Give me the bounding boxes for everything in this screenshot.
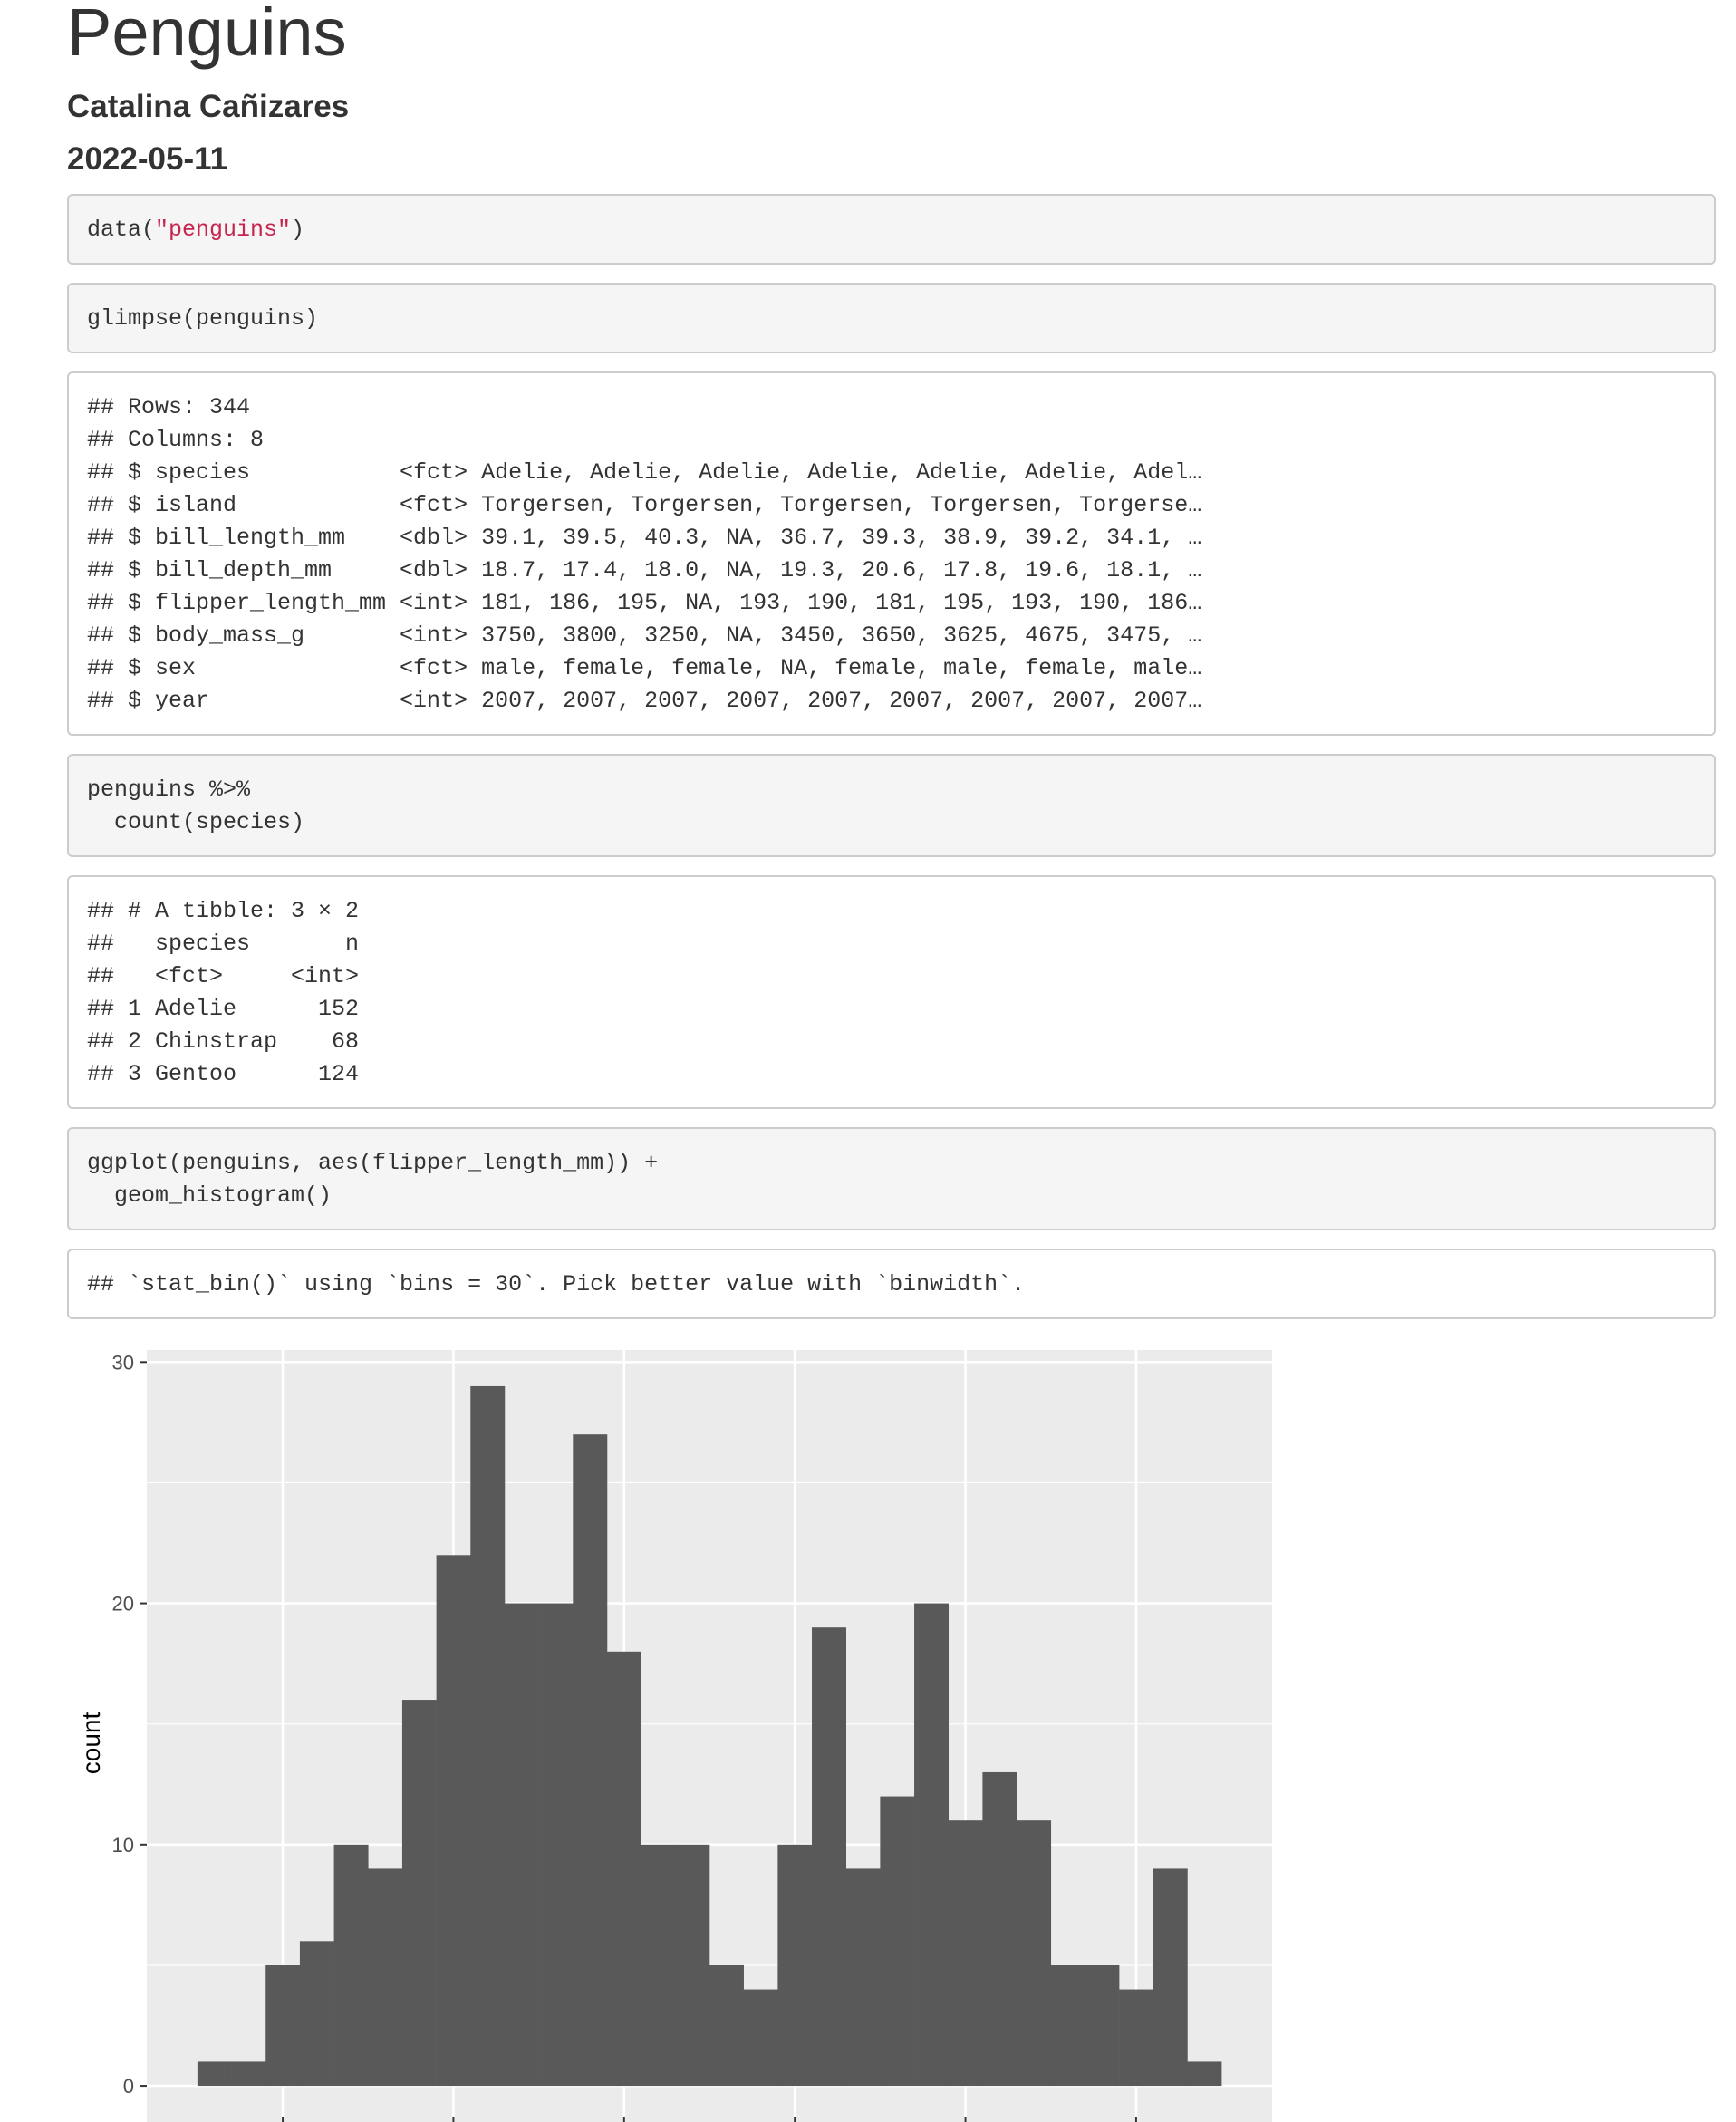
histogram-bar	[845, 1868, 881, 2087]
histogram-bar	[436, 1555, 471, 2087]
histogram-bar	[1085, 1964, 1120, 2087]
histogram-bar	[368, 1868, 403, 2087]
histogram-bar	[606, 1651, 641, 2087]
histogram-bar	[538, 1603, 574, 2087]
histogram-bar	[299, 1941, 334, 2087]
x-axis	[282, 2117, 1137, 2122]
code-chunk-count: penguins %>% count(species)	[67, 754, 1716, 857]
output-line: ## 2 Chinstrap 68	[87, 1028, 360, 1055]
output-line: ## 1 Adelie 152	[87, 996, 360, 1022]
code-line: geom_histogram()	[87, 1182, 333, 1209]
code-line: glimpse(penguins)	[87, 305, 319, 332]
output-line: ## $ bill_depth_mm <dbl> 18.7, 17.4, 18.…	[87, 557, 1202, 584]
output-line: ## 3 Gentoo 124	[87, 1061, 360, 1087]
code-token-func: data(	[87, 217, 156, 243]
histogram-bar	[1187, 2061, 1222, 2087]
histogram-bar	[675, 1844, 710, 2087]
output-line: ## Rows: 344	[87, 394, 251, 420]
output-line: ## $ species <fct> Adelie, Adelie, Adeli…	[87, 459, 1202, 486]
histogram-bar	[1017, 1820, 1052, 2087]
output-line: ## $ flipper_length_mm <int> 181, 186, 1…	[87, 590, 1202, 616]
histogram-bar	[982, 1771, 1017, 2087]
report-date: 2022-05-11	[67, 141, 228, 177]
histogram-bar	[641, 1844, 676, 2087]
output-chunk-count: ## # A tibble: 3 × 2 ## species n ## <fct>…	[67, 875, 1716, 1109]
histogram-bar	[1050, 1964, 1085, 2087]
histogram-bar	[197, 2061, 232, 2087]
y-axis-label: count	[77, 1712, 105, 1775]
code-line: ggplot(penguins, aes(flipper_length_mm))…	[87, 1150, 659, 1176]
histogram-chart: count 0 10 20 30	[77, 1350, 1272, 2122]
histogram-bar	[504, 1603, 539, 2087]
output-line: ## $ year <int> 2007, 2007, 2007, 2007, …	[87, 688, 1202, 714]
code-token-string: "penguins"	[155, 217, 292, 243]
histogram-bar	[1119, 1989, 1154, 2087]
code-chunk-glimpse: glimpse(penguins)	[67, 283, 1716, 353]
histogram-bar	[709, 1964, 744, 2087]
output-line: ## $ island <fct> Torgersen, Torgersen, …	[87, 492, 1202, 518]
y-tick-label: 30	[112, 1351, 134, 1374]
output-line: ## species n	[87, 931, 360, 957]
output-line: ## # A tibble: 3 × 2	[87, 898, 360, 924]
output-chunk-message: ## `stat_bin()` using `bins = 30`. Pick …	[67, 1249, 1716, 1319]
output-chunk-glimpse: ## Rows: 344 ## Columns: 8 ## $ species <f…	[67, 371, 1716, 736]
code-chunk-data: data("penguins")	[67, 194, 1716, 265]
histogram-bar	[573, 1434, 608, 2087]
output-line: ## $ sex <fct> male, female, female, NA,…	[87, 655, 1202, 681]
code-chunk-ggplot: ggplot(penguins, aes(flipper_length_mm))…	[67, 1127, 1716, 1230]
author-name: Catalina Cañizares	[67, 89, 350, 124]
code-line: data("penguins")	[87, 214, 1696, 246]
histogram-bar	[401, 1700, 437, 2087]
histogram-bar	[880, 1796, 915, 2087]
histogram-bar	[948, 1820, 983, 2087]
code-line: count(species)	[87, 809, 305, 835]
histogram-bar	[777, 1844, 813, 2087]
y-axis: 0 10 20 30	[112, 1351, 147, 2098]
histogram-bar	[914, 1603, 950, 2087]
histogram-bar	[470, 1385, 506, 2087]
output-line: ## Columns: 8	[87, 427, 265, 453]
code-token-close: )	[291, 217, 305, 243]
page-title: Penguins	[67, 0, 347, 70]
y-tick-label: 20	[112, 1593, 134, 1616]
histogram-bar	[333, 1844, 369, 2087]
histogram-bar	[231, 2061, 266, 2087]
histogram-bar	[1153, 1868, 1188, 2087]
output-line: ## $ body_mass_g <int> 3750, 3800, 3250,…	[87, 622, 1202, 649]
output-line: ## `stat_bin()` using `bins = 30`. Pick …	[87, 1271, 1026, 1297]
output-line: ## <fct> <int>	[87, 963, 360, 989]
histogram-bar	[812, 1627, 846, 2087]
histogram-bar	[743, 1989, 778, 2087]
y-tick-label: 0	[123, 2075, 134, 2098]
output-line: ## $ bill_length_mm <dbl> 39.1, 39.5, 40…	[87, 525, 1202, 551]
code-line: penguins %>%	[87, 776, 251, 803]
histogram-bars	[197, 1385, 1222, 2087]
y-tick-label: 10	[112, 1834, 134, 1857]
histogram-bar	[265, 1964, 301, 2087]
